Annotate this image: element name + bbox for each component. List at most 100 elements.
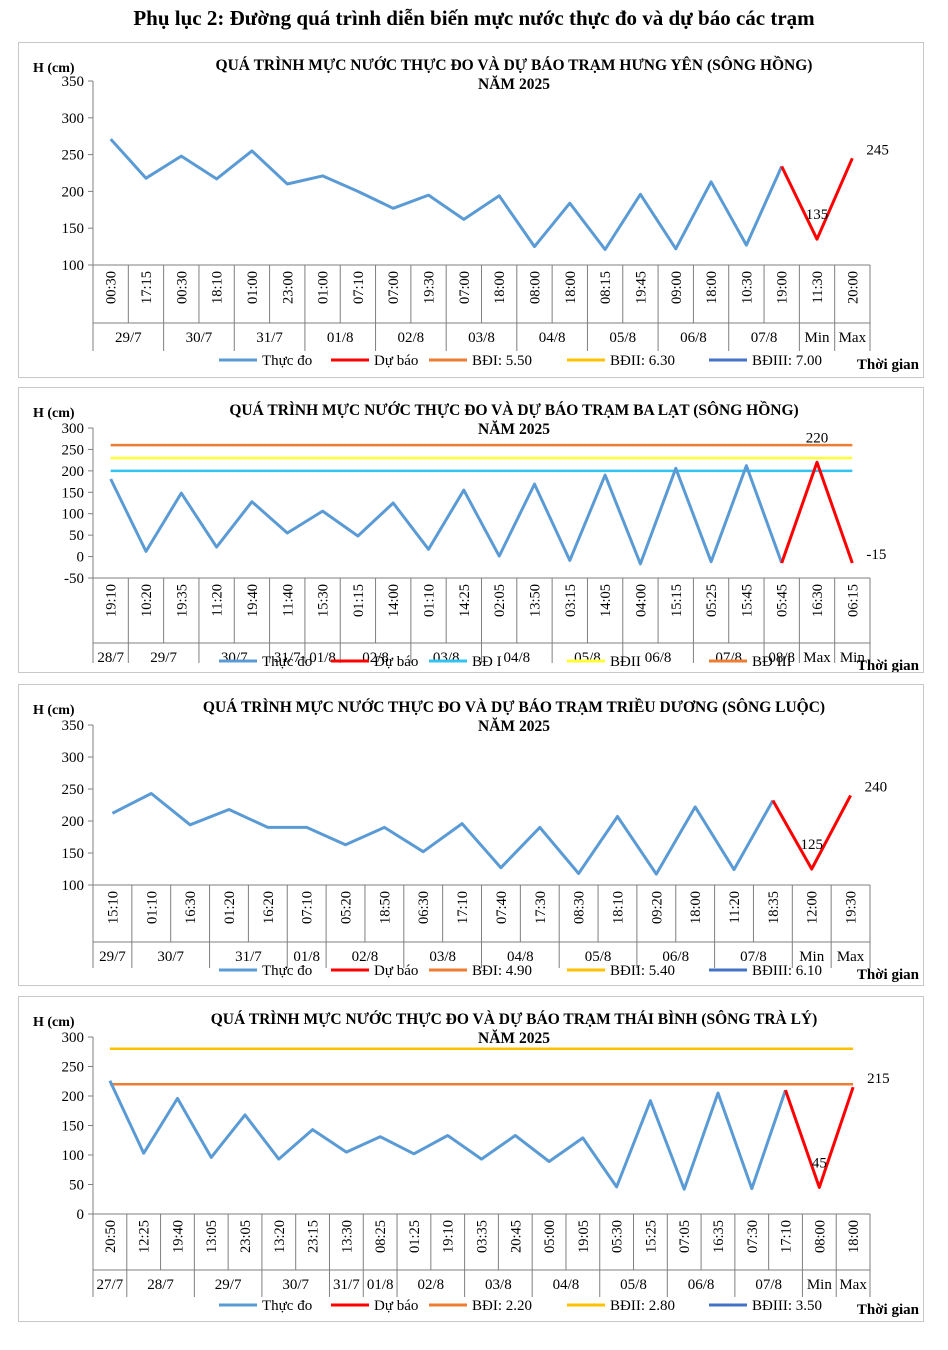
x-date-label: 07/8: [751, 330, 778, 346]
x-date-label: 28/7: [97, 650, 124, 666]
y-tick-label: 150: [62, 846, 85, 862]
x-date-label: 01/8: [293, 949, 320, 965]
x-time-label: 09:20: [649, 891, 665, 924]
observed-series-line: [109, 464, 784, 566]
legend-label: BĐII: 2.80: [610, 1298, 675, 1314]
x-time-label: 01:10: [144, 891, 160, 924]
x-date-label: 08/8: [768, 650, 795, 666]
legend-label: Thực đo: [262, 654, 312, 670]
x-time-label: 08:00: [812, 1220, 828, 1253]
legend-label: BĐ I: [472, 654, 502, 670]
chart-ba-lat: QUÁ TRÌNH MỰC NƯỚC THỰC ĐO VÀ DỰ BÁO TRẠ…: [18, 387, 924, 673]
x-time-label: 04:00: [633, 584, 649, 617]
x-time-label: 19:40: [170, 1220, 186, 1253]
x-date-label: 31/7: [333, 1277, 360, 1293]
y-tick-label: 250: [62, 148, 85, 164]
x-date-label: 07/8: [755, 1277, 782, 1293]
chart-title: QUÁ TRÌNH MỰC NƯỚC THỰC ĐO VÀ DỰ BÁO TRẠ…: [229, 401, 798, 419]
x-time-label: 11:40: [280, 584, 296, 617]
x-date-label: 05/8: [609, 330, 636, 346]
x-date-label: 03/8: [468, 330, 495, 346]
x-time-label: 23:05: [238, 1220, 254, 1253]
x-date-label: 02/8: [352, 949, 379, 965]
x-date-label: 03/8: [433, 650, 460, 666]
x-time-label: 05:45: [775, 584, 791, 617]
y-tick-label: 0: [77, 550, 85, 566]
x-date-label: 31/7: [274, 650, 301, 666]
x-time-label: 18:35: [766, 891, 782, 924]
x-date-label: Max: [839, 330, 867, 346]
x-time-label: 19:05: [576, 1220, 592, 1253]
x-axis-label: Thời gian: [857, 658, 920, 672]
y-tick-label: 150: [62, 485, 85, 501]
legend-label: Thực đo: [262, 1298, 312, 1314]
x-time-label: 10:20: [139, 584, 155, 617]
x-date-label: Max: [839, 1277, 867, 1293]
x-time-label: 18:00: [688, 891, 704, 924]
data-label: 240: [865, 779, 888, 795]
x-time-label: 19:35: [174, 584, 190, 617]
x-time-label: 07:10: [300, 891, 316, 924]
x-date-label: Max: [837, 949, 865, 965]
x-time-label: 19:00: [775, 271, 791, 304]
x-time-label: 17:15: [139, 271, 155, 304]
x-time-label: 06:15: [845, 584, 861, 617]
x-time-label: 11:20: [727, 891, 743, 924]
x-time-label: 07:10: [351, 271, 367, 304]
x-time-label: 13:05: [204, 1220, 220, 1253]
x-date-label: 30/7: [221, 650, 248, 666]
observed-series-line: [109, 138, 784, 251]
y-tick-label: 350: [62, 74, 85, 90]
x-time-label: 07:00: [386, 271, 402, 304]
x-date-label: 05/8: [574, 650, 601, 666]
x-time-label: 17:30: [533, 891, 549, 924]
x-time-label: 16:30: [810, 584, 826, 617]
x-time-label: 23:00: [280, 271, 296, 304]
x-time-label: 14:25: [457, 584, 473, 617]
chart-subtitle: NĂM 2025: [478, 76, 550, 93]
x-time-label: 20:00: [845, 271, 861, 304]
x-time-label: 08:00: [527, 271, 543, 304]
y-tick-label: 50: [69, 528, 84, 544]
x-date-label: 01/8: [327, 330, 354, 346]
x-date-label: Min: [807, 1277, 833, 1293]
x-date-label: 06/8: [680, 330, 707, 346]
legend-label: BĐIII: 6.10: [752, 963, 822, 979]
x-date-label: 06/8: [662, 949, 689, 965]
legend-label: BĐ III: [752, 654, 792, 670]
legend-label: Dự báo: [374, 963, 418, 979]
y-tick-label: 150: [62, 1119, 85, 1135]
x-time-label: 01:00: [245, 271, 261, 304]
y-tick-label: 100: [62, 258, 85, 274]
y-tick-label: 100: [62, 878, 85, 894]
x-time-label: 05:25: [704, 584, 720, 617]
x-time-label: 20:50: [103, 1220, 119, 1253]
y-tick-label: 200: [62, 184, 85, 200]
x-time-label: 00:30: [174, 271, 190, 304]
y-tick-label: 250: [62, 1060, 85, 1076]
x-time-label: 15:15: [669, 584, 685, 617]
x-axis-label: Thời gian: [857, 1302, 920, 1318]
x-time-label: 18:10: [610, 891, 626, 924]
x-time-label: 19:40: [245, 584, 261, 617]
x-time-label: 15:30: [316, 584, 332, 617]
x-time-label: 11:30: [810, 271, 826, 304]
x-time-label: 08:15: [598, 271, 614, 304]
x-date-label: 06/8: [688, 1277, 715, 1293]
x-time-label: 13:20: [272, 1220, 288, 1253]
legend-label: BĐIII: 7.00: [752, 353, 822, 369]
y-axis-label: H (cm): [33, 1015, 75, 1030]
chart-title: QUÁ TRÌNH MỰC NƯỚC THỰC ĐO VÀ DỰ BÁO TRẠ…: [211, 1011, 818, 1028]
x-date-label: 03/8: [429, 949, 456, 965]
x-time-label: 18:50: [377, 891, 393, 924]
x-time-label: 13:50: [527, 584, 543, 617]
data-label: 220: [806, 430, 829, 446]
chart-thai-binh: QUÁ TRÌNH MỰC NƯỚC THỰC ĐO VÀ DỰ BÁO TRẠ…: [18, 996, 924, 1322]
legend-label: BĐI: 5.50: [472, 353, 532, 369]
chart-hung-yen-svg: QUÁ TRÌNH MỰC NƯỚC THỰC ĐO VÀ DỰ BÁO TRẠ…: [33, 56, 920, 373]
x-time-label: 03:35: [475, 1220, 491, 1253]
data-label: 125: [800, 837, 823, 853]
page-title: Phụ lục 2: Đường quá trình diễn biến mực…: [133, 6, 815, 30]
forecast-series-line: [771, 794, 852, 871]
y-tick-label: 300: [62, 1030, 85, 1046]
